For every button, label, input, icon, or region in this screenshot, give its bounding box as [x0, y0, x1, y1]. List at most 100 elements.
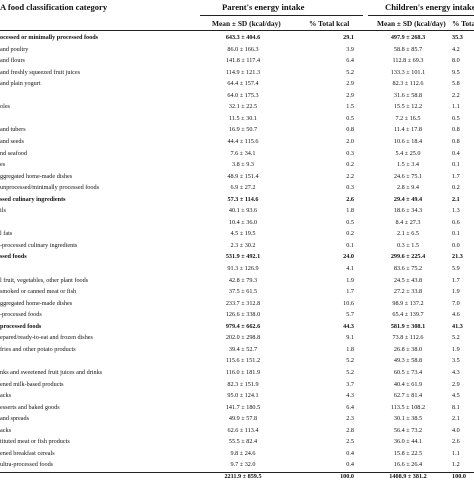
- parent-mean-cell: 141.7 ± 180.5: [225, 403, 261, 411]
- child-pct-cell: 7.0: [452, 299, 460, 307]
- child-mean-cell: 49.3 ± 58.8: [393, 357, 423, 365]
- parent-mean-cell: 10.4 ± 36.0: [228, 218, 258, 226]
- table-row: tituted meat or fish products 55.5 ± 82.4…: [0, 436, 474, 448]
- parent-pct-cell: 2.0: [346, 137, 354, 145]
- child-pct-cell: 3.5: [452, 357, 460, 365]
- parent-mean-cell: 16.9 ± 50.7: [228, 126, 258, 134]
- child-mean-cell: 18.6 ± 34.3: [393, 207, 423, 215]
- child-pct-cell: 1.3: [452, 207, 460, 215]
- table-row: ened breakfast cereals 9.8 ± 24.6 0.4 15.8 …: [0, 448, 474, 460]
- parent-pct-cell: 0.4: [346, 449, 354, 457]
- table-row: -processed foods 126.6 ± 338.0 5.7 65.4 ± 1…: [0, 309, 474, 321]
- row-label: tituted meat or fish products: [0, 438, 70, 446]
- parent-mean-cell: 91.3 ± 126.9: [227, 265, 259, 272]
- parent-pct-cell: 29.1: [343, 34, 354, 41]
- child-pct-header: % Total kcal: [452, 19, 474, 28]
- parent-mean-cell: 7.6 ± 34.1: [230, 149, 256, 157]
- child-pct-cell: 1.2: [452, 461, 460, 469]
- row-label: -processed foods: [0, 311, 42, 319]
- parent-mean-cell: 40.1 ± 93.6: [228, 207, 258, 215]
- child-pct-cell: 5.9: [452, 265, 460, 272]
- child-mean-cell: 8.4 ± 27.3: [395, 218, 421, 226]
- row-label: esserts and baked goods: [0, 403, 60, 411]
- table-row: ils 40.1 ± 93.6 1.8 18.6 ± 34.3 1.3: [0, 205, 474, 217]
- child-mean-header: Mean ± SD (kcal/day): [377, 19, 446, 28]
- parent-mean-cell: 57.3 ± 114.6: [227, 195, 259, 203]
- row-label: and flours: [0, 57, 25, 65]
- table-row: and freshly squeezed fruit juices 114.9 ±…: [0, 67, 474, 79]
- child-pct-cell: 1.9: [452, 345, 460, 353]
- parent-pct-cell: 1.8: [346, 207, 354, 215]
- child-mean-cell: 58.8 ± 85.7: [393, 45, 423, 53]
- row-label: ultra-processed foods: [0, 461, 54, 469]
- parent-pct-cell: 1.9: [346, 276, 354, 284]
- parent-pct-cell: 0.2: [346, 161, 354, 169]
- table-row: and tubers 16.9 ± 50.7 0.8 11.4 ± 17.8 0.8: [0, 124, 474, 136]
- parent-mean-cell: 44.4 ± 115.6: [227, 137, 259, 145]
- table-row: processed foods 979.4 ± 662.6 44.3 581.9 ± …: [0, 321, 474, 333]
- child-pct-cell: 2.1: [452, 415, 460, 423]
- table-row: smoked or canned meat or fish 37.5 ± 61.5…: [0, 286, 474, 298]
- child-pct-cell: 2.2: [452, 91, 460, 99]
- parent-pct-header: % Total kcal: [309, 19, 350, 28]
- table-row: nd seafood 7.6 ± 34.1 0.3 5.4 ± 25.0 0.4: [0, 148, 474, 160]
- child-mean-cell: 581.9 ± 308.1: [390, 322, 426, 330]
- child-mean-cell: 112.8 ± 69.3: [392, 57, 424, 65]
- parent-mean-cell: 39.4 ± 52.7: [228, 345, 258, 353]
- table-row: ened milk-based products 82.3 ± 151.9 3.7 4…: [0, 379, 474, 391]
- child-pct-cell: 0.1: [452, 161, 460, 169]
- child-pct-cell: 0.2: [452, 184, 460, 192]
- table-row: esserts and baked goods 141.7 ± 180.5 6.4 1…: [0, 402, 474, 414]
- parent-pct-cell: 3.7: [346, 380, 354, 388]
- parent-mean-cell: 86.0 ± 166.3: [227, 45, 259, 53]
- parent-group-header: Parent's energy intake: [222, 2, 305, 12]
- parent-mean-cell: 64.4 ± 157.4: [227, 80, 259, 88]
- child-pct-cell: 0.8: [452, 126, 460, 134]
- parent-pct-cell: 0.4: [346, 461, 354, 469]
- table-row: ultra-processed foods 9.7 ± 32.0 0.4 16.6 ±…: [0, 459, 474, 471]
- parent-pct-cell: 2.8: [346, 426, 354, 434]
- table-row: -processed culinary ingredients 2.3 ± 30.…: [0, 240, 474, 252]
- child-pct-cell: 21.3: [452, 253, 463, 261]
- parent-pct-cell: 1.7: [346, 288, 354, 296]
- row-label: and plain yogurt: [0, 80, 41, 88]
- parent-pct-cell: 0.1: [346, 241, 354, 249]
- child-pct-cell: 4.2: [452, 45, 460, 53]
- child-group-header: Children's energy intake: [385, 2, 474, 12]
- parent-mean-cell: 4.5 ± 19.5: [230, 230, 256, 238]
- parent-mean-cell: 126.6 ± 338.0: [225, 311, 261, 319]
- parent-mean-cell: 6.9 ± 27.2: [230, 184, 256, 192]
- parent-mean-cell: 643.3 ± 404.6: [225, 34, 261, 41]
- parent-pct-cell: 5.2: [346, 368, 354, 376]
- parent-mean-cell: 95.0 ± 124.1: [227, 392, 259, 400]
- parent-mean-cell: 141.8 ± 117.4: [225, 57, 261, 65]
- child-pct-cell: 8.0: [452, 57, 460, 65]
- child-pct-cell: 41.3: [452, 322, 463, 330]
- table-row: 64.0 ± 175.3 2.9 31.6 ± 58.8 2.2: [0, 90, 474, 102]
- parent-pct-cell: 6.4: [346, 403, 354, 411]
- table-row: l fats 4.5 ± 19.5 0.2 2.1 ± 6.5 0.1: [0, 228, 474, 240]
- child-pct-cell: 1.7: [452, 276, 460, 284]
- row-label: l fruit, vegetables, other plant foods: [0, 276, 89, 284]
- row-label: processed foods: [0, 322, 42, 330]
- child-mean-cell: 0.3 ± 1.5: [397, 241, 419, 249]
- parent-mean-cell: 62.6 ± 113.4: [227, 426, 259, 434]
- parent-pct-cell: 5.2: [346, 68, 354, 76]
- row-label: nd seafood: [0, 149, 27, 157]
- parent-pct-cell: 2.5: [346, 438, 354, 446]
- parent-pct-cell: 0.2: [346, 230, 354, 238]
- child-mean-cell: 65.4 ± 139.7: [392, 311, 424, 319]
- child-mean-cell: 30.1 ± 38.5: [393, 415, 423, 423]
- row-label: epared/ready-to-eat and frozen dishes: [0, 334, 93, 342]
- table-row: and flours 141.8 ± 117.4 6.4 112.8 ± 69.3 8.…: [0, 55, 474, 67]
- row-label: and seeds: [0, 137, 24, 145]
- row-label: and tubers: [0, 126, 26, 134]
- child-pct-cell: 0.4: [452, 149, 460, 157]
- child-mean-cell: 7.2 ± 16.5: [395, 114, 421, 122]
- table-row: nks and sweetened fruit juices and drink…: [0, 367, 474, 379]
- child-mean-cell: 497.9 ± 268.3: [390, 34, 426, 41]
- row-label: l fats: [0, 230, 13, 238]
- child-mean-cell: 133.3 ± 101.1: [390, 68, 426, 76]
- parent-pct-cell: 6.4: [346, 57, 354, 65]
- row-label: smoked or canned meat or fish: [0, 288, 77, 296]
